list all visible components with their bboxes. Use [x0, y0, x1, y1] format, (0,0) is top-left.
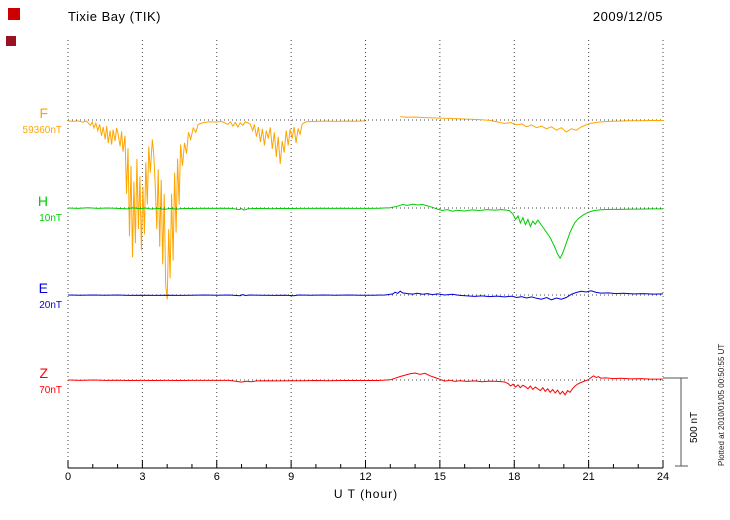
plot-date: 2009/12/05 — [592, 9, 663, 24]
x-tick-label: 24 — [656, 471, 670, 483]
x-tick-label: 0 — [64, 471, 72, 483]
channel-E-label: E — [38, 280, 48, 296]
x-tick-label: 12 — [359, 471, 372, 483]
station-title: Tixie Bay (TIK) — [68, 9, 161, 24]
channel-Z-label: Z — [39, 365, 48, 381]
x-tick-label: 3 — [139, 471, 146, 483]
channel-Z-offset: 70nT — [39, 385, 62, 396]
red-marker-icon — [8, 8, 20, 20]
x-tick-label: 6 — [213, 471, 220, 483]
trace-H — [67, 203, 663, 260]
plotted-note: Plotted at 2010/01/05 00:50:55 UT — [717, 344, 726, 466]
trace-F — [67, 116, 663, 300]
channel-F-offset: 59360nT — [22, 125, 62, 136]
x-tick-label: 15 — [433, 471, 446, 483]
x-tick-label: 18 — [508, 471, 521, 483]
channel-H-offset: 10nT — [39, 213, 62, 224]
channel-H-label: H — [37, 193, 48, 209]
red-marker-small-icon — [6, 36, 16, 46]
channel-E-offset: 20nT — [39, 300, 62, 311]
scale-bar-label: 500 nT — [689, 412, 700, 443]
x-axis-label: U T (hour) — [333, 487, 399, 501]
trace-E — [67, 290, 664, 301]
trace-Z — [67, 372, 663, 396]
channel-F-label: F — [39, 105, 48, 121]
x-tick-label: 9 — [288, 471, 295, 483]
x-tick-label: 21 — [582, 471, 595, 483]
